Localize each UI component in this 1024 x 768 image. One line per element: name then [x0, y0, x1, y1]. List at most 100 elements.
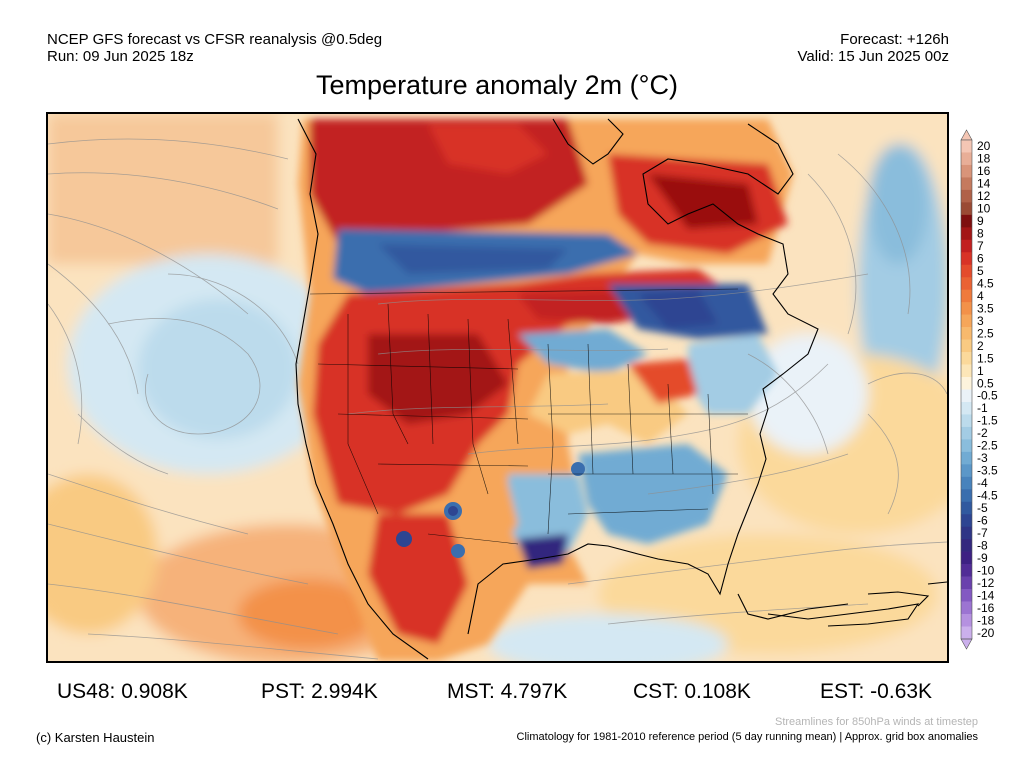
colorbar-tick-label: 2: [977, 339, 984, 353]
colorbar-legend: 20 18 16 14 12 10 9 8 7 6 5 4.5 4 3.5 3 2.5 2 1.5 1 0.5 -0.5…: [958, 127, 1018, 652]
colorbar-swatch: [961, 501, 972, 515]
colorbar-tick-label: -1: [977, 401, 988, 415]
colorbar-tick-label: 16: [977, 164, 991, 178]
colorbar-tick-label: 4.5: [977, 276, 994, 290]
colorbar-tick-label: 12: [977, 189, 991, 203]
colorbar-tick-label: -4: [977, 476, 988, 490]
colorbar-tick-label: 7: [977, 239, 984, 253]
colorbar-swatch: [961, 252, 972, 266]
colorbar-tick-label: 6: [977, 252, 984, 266]
colorbar-tick-label: -3: [977, 451, 988, 465]
model-line: NCEP GFS forecast vs CFSR reanalysis @0.…: [47, 31, 383, 48]
colorbar-swatch: [961, 289, 972, 303]
anomaly-map-canvas: [48, 114, 947, 661]
colorbar-swatch: [961, 589, 972, 602]
colorbar-swatch: [961, 526, 972, 540]
colorbar-swatch: [961, 377, 972, 390]
streamlines-850hpa: [48, 138, 947, 660]
colorbar-swatch: [961, 514, 972, 528]
forecast-line: Forecast: +126h: [840, 31, 949, 48]
colorbar-swatch: [961, 576, 972, 590]
colorbar-swatch: [961, 551, 972, 565]
colorbar-swatch: [961, 302, 972, 315]
colorbar-tick-label: -10: [977, 563, 995, 577]
colorbar-tick-label: 2.5: [977, 326, 994, 340]
colorbar-tick-label: -18: [977, 613, 995, 627]
colorbar-swatch: [961, 140, 972, 153]
colorbar-tick-label: -9: [977, 551, 988, 565]
colorbar-swatch: [961, 339, 972, 353]
coastlines: [295, 118, 947, 660]
state-borders: [309, 288, 748, 545]
colorbar-tick-label: -5: [977, 501, 988, 515]
run-line: Run: 09 Jun 2025 18z: [47, 48, 194, 65]
anomaly-map: [46, 112, 949, 663]
colorbar-tick-label: 0.5: [977, 376, 994, 390]
colorbar-swatch: [961, 327, 972, 340]
colorbar-tick-label: -6: [977, 513, 988, 527]
colorbar-swatch: [961, 364, 972, 378]
colorbar-tick-label: 1.5: [977, 351, 994, 365]
colorbar-swatch: [961, 152, 972, 166]
colorbar-swatch: [961, 426, 972, 440]
colorbar-frame: [960, 139, 973, 640]
colorbar-tick-label: 3: [977, 314, 984, 328]
map-title: Temperature anomaly 2m (°C): [316, 70, 678, 100]
colorbar-tick-label: -16: [977, 601, 995, 615]
colorbar-swatch: [961, 614, 972, 627]
colorbar-swatch: [961, 439, 972, 453]
stat-item: PST: 2.994K: [261, 680, 378, 703]
stat-item: US48: 0.908K: [57, 680, 188, 703]
colorbar-tick-label: -20: [977, 626, 995, 640]
colorbar-swatch: [961, 539, 972, 552]
colorbar-tick-label: 4: [977, 289, 984, 303]
colorbar-swatch: [961, 177, 972, 191]
stat-item: EST: -0.63K: [820, 680, 933, 703]
streamlines-note: Streamlines for 850hPa winds at timestep: [775, 716, 978, 728]
colorbar-swatch: [961, 476, 972, 490]
colorbar-tick-label: 5: [977, 264, 984, 278]
colorbar-tick-label: 9: [977, 214, 984, 228]
colorbar-tick-label: 1: [977, 364, 984, 378]
cold-spots: [396, 462, 585, 558]
colorbar-tick-label: -4.5: [977, 489, 998, 503]
colorbar-swatch: [961, 626, 972, 640]
colorbar-swatch: [961, 277, 972, 290]
regional-stats: US48: 0.908K PST: 2.994K MST: 4.797K CST: 0…: [0, 680, 1024, 704]
colorbar-tick-label: 20: [977, 139, 991, 153]
valid-line: Valid: 15 Jun 2025 00z: [797, 48, 949, 65]
land-anomaly-field: [298, 119, 793, 661]
stat-item: CST: 0.108K: [633, 680, 751, 703]
colorbar-tick-label: -1.5: [977, 414, 998, 428]
colorbar-tick-label: -12: [977, 576, 995, 590]
header-left: NCEP GFS forecast vs CFSR reanalysis @0.…: [47, 31, 382, 65]
colorbar-swatch: [961, 352, 972, 365]
colorbar-tick-label: 3.5: [977, 301, 994, 315]
colorbar-swatch: [961, 239, 972, 253]
colorbar-tick-label: -2.5: [977, 439, 998, 453]
header-right: Forecast: +126h Valid: 15 Jun 2025 00z: [797, 31, 949, 65]
colorbar-overflow-bottom: [960, 638, 973, 650]
colorbar-tick-label: -0.5: [977, 389, 998, 403]
colorbar-swatch: [961, 189, 972, 203]
colorbar-swatch: [961, 202, 972, 216]
colorbar-overflow-top: [960, 129, 973, 141]
copyright-text: (c) Karsten Haustein: [36, 730, 155, 745]
colorbar-tick-label: 10: [977, 202, 991, 216]
colorbar-svg: 201816141210987654.543.532.521.510.5-0.5…: [960, 129, 998, 650]
colorbar-tick-label: 14: [977, 177, 991, 191]
colorbar-tick-label: -3.5: [977, 464, 998, 478]
colorbar-swatch: [961, 314, 972, 328]
colorbar-tick-label: -8: [977, 538, 988, 552]
colorbar-swatch: [961, 564, 972, 577]
colorbar-swatch: [961, 601, 972, 615]
colorbar-swatch: [961, 389, 972, 403]
colorbar-swatch: [961, 227, 972, 241]
colorbar-swatch: [961, 214, 972, 228]
colorbar-swatch: [961, 489, 972, 503]
colorbar-tick-label: 8: [977, 227, 984, 241]
stat-item: MST: 4.797K: [447, 680, 568, 703]
climatology-note: Climatology for 1981-2010 reference peri…: [516, 731, 978, 743]
colorbar-swatch: [961, 414, 972, 428]
colorbar-tick-label: -7: [977, 526, 988, 540]
